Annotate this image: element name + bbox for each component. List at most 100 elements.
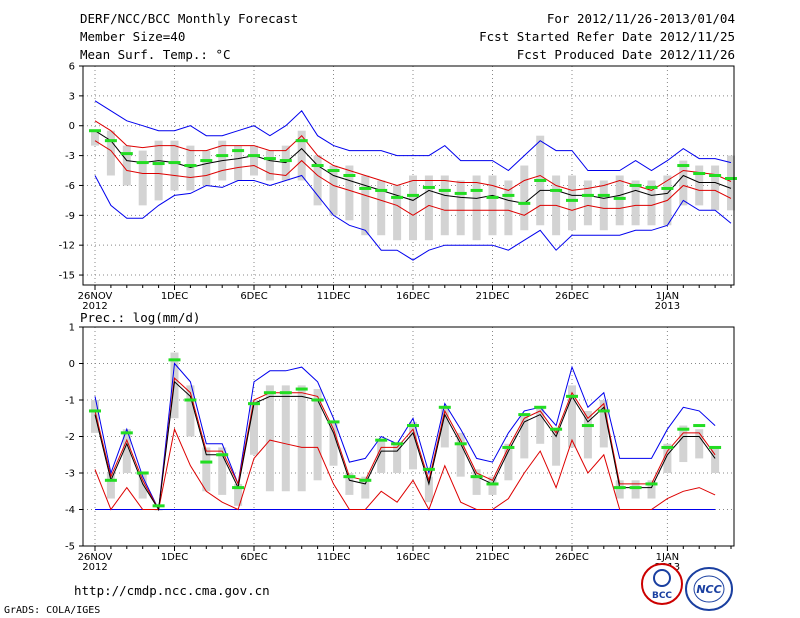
data-marker (645, 482, 658, 486)
forecast-period: For 2012/11/26-2013/01/04 (546, 11, 735, 26)
footer-url[interactable]: http://cmdp.ncc.cma.gov.cn (74, 583, 270, 598)
chart-title: DERF/NCC/BCC Monthly Forecast (80, 11, 299, 26)
spread-box (552, 429, 561, 466)
spread-box (711, 165, 720, 211)
spread-box (409, 175, 417, 241)
spread-box (361, 175, 370, 236)
y-tick-label: 0 (69, 359, 75, 370)
spread-box (695, 429, 704, 459)
data-marker (470, 188, 483, 192)
data-marker (104, 139, 117, 143)
ensemble-mean-line (94, 380, 716, 511)
spread-box (440, 175, 449, 236)
data-marker (136, 161, 149, 165)
spread-box (202, 447, 211, 492)
data-marker (375, 438, 388, 442)
data-marker (581, 193, 594, 197)
x-tick-year-label: 2013 (655, 301, 680, 312)
plot-frame (82, 65, 735, 286)
spread-box (329, 165, 338, 216)
y-tick-label: -15 (59, 271, 75, 282)
data-marker (597, 193, 610, 197)
data-marker (279, 159, 292, 163)
ncc-logo-text: NCC (696, 583, 721, 596)
data-marker (629, 183, 642, 187)
spread-box (504, 443, 513, 481)
data-marker (311, 164, 324, 168)
spread-box (424, 175, 433, 241)
spread-box (281, 385, 290, 492)
data-marker (152, 504, 165, 508)
spread-box (170, 140, 179, 191)
data-marker (422, 467, 435, 471)
x-tick-label: 26DEC (555, 291, 589, 302)
data-marker (454, 191, 467, 195)
data-marker (534, 405, 547, 409)
x-tick-label: 6DEC (240, 291, 267, 302)
data-marker (391, 442, 404, 446)
data-marker (518, 413, 531, 417)
data-marker (486, 482, 499, 486)
spread-box (313, 155, 322, 206)
spread-box (297, 130, 306, 181)
y-tick-label: -4 (65, 505, 75, 516)
data-marker (311, 398, 324, 402)
y-tick-label: -6 (65, 181, 75, 192)
spread-box (647, 480, 656, 499)
spread-box (488, 476, 497, 495)
spread-box (679, 160, 688, 206)
spread-box (631, 480, 640, 499)
x-tick-label: 26DEC (555, 552, 589, 563)
spread-box (520, 414, 529, 459)
x-tick-label: 1DEC (161, 552, 188, 563)
spread-box (583, 180, 592, 226)
spread-box (679, 425, 688, 463)
member-size: Member Size=40 (80, 29, 186, 44)
x-tick-label: 1JAN (656, 552, 679, 563)
y-tick-label: -5 (65, 542, 75, 553)
data-marker (152, 162, 165, 166)
spread-box (345, 473, 354, 495)
data-marker (89, 409, 101, 413)
x-tick-label: 1DEC (161, 291, 188, 302)
spread-box (91, 130, 99, 146)
data-marker (200, 460, 213, 464)
data-marker (248, 154, 260, 158)
data-marker (168, 358, 181, 362)
y-tick-label: 6 (69, 62, 75, 73)
spread-box (377, 180, 386, 236)
upper-spread-line (94, 120, 732, 191)
spread-box (329, 421, 338, 466)
data-marker (438, 188, 451, 192)
spread-box (456, 180, 465, 236)
data-marker (263, 391, 276, 395)
spread-box (456, 432, 465, 477)
data-marker (327, 420, 340, 424)
spread-box (122, 145, 131, 186)
spread-box (727, 155, 735, 211)
spread-box (218, 447, 227, 495)
spread-box (599, 180, 608, 231)
spread-box (568, 175, 576, 231)
data-marker (120, 152, 133, 156)
data-marker (693, 172, 706, 176)
ensemble-mean-line (94, 130, 732, 204)
spread-box (345, 165, 354, 221)
y-tick-label: -1 (65, 396, 75, 407)
data-marker (661, 186, 674, 190)
spread-box (424, 476, 433, 503)
data-marker (248, 402, 260, 406)
data-marker (407, 424, 419, 428)
spread-box (186, 385, 195, 437)
data-marker (359, 478, 372, 482)
data-marker (709, 445, 722, 449)
spread-box (615, 480, 624, 499)
spread-box (488, 175, 497, 236)
data-marker (645, 185, 658, 189)
y-tick-label: 1 (69, 323, 75, 334)
data-marker (168, 161, 181, 165)
fcst-produced-date: Fcst Produced Date 2012/11/26 (516, 47, 735, 62)
spread-box (265, 150, 274, 181)
fcst-started-date: Fcst Started Refer Date 2012/11/25 (479, 29, 735, 44)
